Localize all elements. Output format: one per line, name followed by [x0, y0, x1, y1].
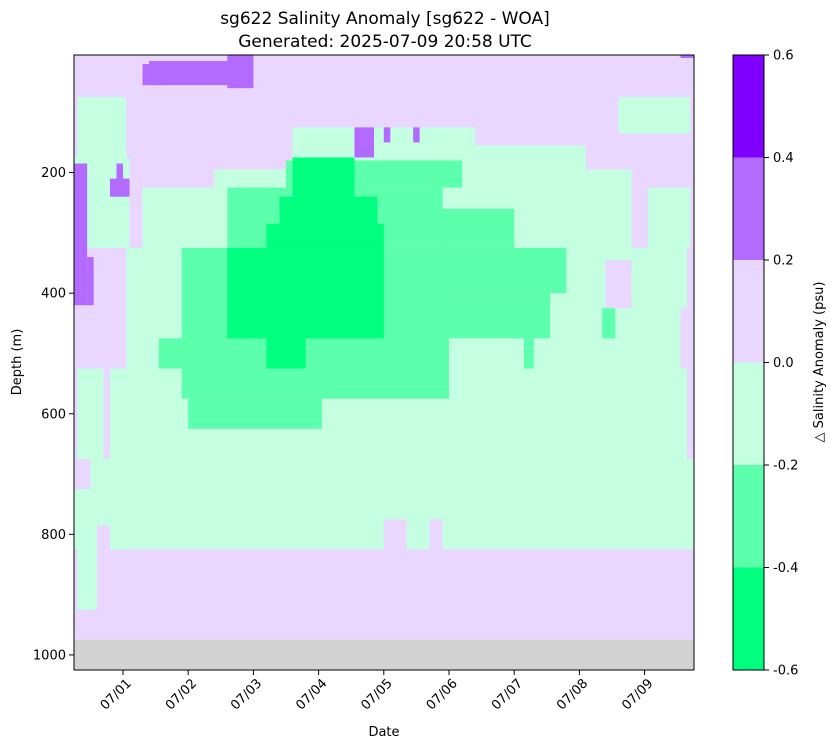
- colorbar-band: [733, 465, 764, 568]
- x-tick-label: 07/07: [489, 676, 526, 713]
- colorbar-band: [733, 362, 764, 465]
- anomaly-region: [96, 525, 110, 580]
- x-tick-label: 07/09: [619, 676, 656, 713]
- colorbar-band: [733, 567, 764, 670]
- colorbar-tick-label: 0.0: [773, 356, 794, 371]
- anomaly-region: [123, 549, 694, 640]
- anomaly-region: [677, 549, 694, 580]
- anomaly-region: [383, 127, 391, 143]
- x-tick-label: 07/02: [163, 676, 200, 713]
- y-axis-label: Depth (m): [10, 329, 25, 396]
- x-tick-label: 07/03: [228, 676, 265, 713]
- colorbar-band: [733, 260, 764, 363]
- anomaly-region: [266, 223, 384, 248]
- anomaly-region: [383, 519, 397, 550]
- anomaly-region: [279, 196, 378, 224]
- anomaly-region: [188, 398, 322, 429]
- anomaly-region: [266, 338, 306, 369]
- colorbar-tick-label: -0.6: [773, 664, 798, 679]
- anomaly-region: [396, 519, 407, 550]
- anomaly-region: [618, 97, 691, 134]
- x-tick-label: 07/04: [293, 676, 330, 713]
- anomaly-region: [77, 97, 127, 158]
- anomaly-region: [74, 458, 91, 490]
- x-tick-label: 07/05: [359, 676, 396, 713]
- x-tick-label: 07/06: [424, 676, 461, 713]
- y-tick-label: 200: [41, 166, 66, 181]
- anomaly-region: [227, 55, 254, 89]
- colorbar-band: [733, 157, 764, 260]
- x-tick-label: 07/01: [98, 676, 135, 713]
- anomaly-region: [109, 178, 130, 197]
- anomaly-region: [292, 157, 355, 197]
- anomaly-region: [442, 247, 567, 294]
- anomaly-region: [116, 163, 123, 179]
- anomaly-region: [602, 308, 616, 339]
- anomaly-region: [87, 256, 94, 306]
- chart-title: sg622 Salinity Anomaly [sg622 - WOA]: [220, 9, 550, 29]
- chart-subtitle: Generated: 2025-07-09 20:58 UTC: [238, 32, 532, 52]
- anomaly-region: [680, 55, 694, 59]
- anomaly-region: [413, 127, 420, 143]
- anomaly-region: [354, 127, 375, 158]
- y-axis-ticks: 200 400 600 800 1000: [33, 166, 74, 663]
- y-tick-label: 600: [41, 407, 66, 422]
- colorbar-tick-label: 0.2: [773, 254, 794, 269]
- x-axis-ticks: 07/01 07/02 07/03 07/04 07/05 07/06 07/07 07/08…: [98, 670, 656, 713]
- anomaly-region: [74, 163, 88, 306]
- anomaly-regions: [74, 55, 694, 640]
- no-data-band: [74, 639, 694, 670]
- colorbar-label: △ Salinity Anomaly (psu): [812, 282, 827, 443]
- anomaly-region: [605, 260, 632, 309]
- colorbar-tick-label: -0.2: [773, 459, 798, 474]
- anomaly-region: [429, 519, 443, 550]
- colorbar: -0.6 -0.4 -0.2 0.0 0.2 0.4 0.6: [732, 49, 798, 679]
- plot-area: [73, 54, 695, 671]
- anomaly-region: [523, 338, 534, 369]
- x-tick-label: 07/08: [554, 676, 591, 713]
- anomaly-region: [74, 609, 94, 640]
- y-tick-label: 1000: [33, 648, 66, 663]
- anomaly-region: [149, 61, 234, 86]
- anomaly-region: [96, 579, 123, 640]
- anomaly-region: [647, 187, 691, 248]
- anomaly-region: [109, 247, 127, 369]
- y-tick-label: 800: [41, 528, 66, 543]
- anomaly-region: [142, 64, 163, 86]
- colorbar-tick-label: 0.6: [773, 49, 794, 64]
- anomaly-region: [442, 208, 515, 248]
- colorbar-tick-label: -0.4: [773, 561, 798, 576]
- anomaly-region: [680, 308, 694, 369]
- anomaly-region: [227, 247, 384, 339]
- colorbar-band: [733, 55, 764, 158]
- y-tick-label: 400: [41, 287, 66, 302]
- anomaly-region: [442, 293, 551, 339]
- x-axis-label: Date: [368, 725, 399, 740]
- colorbar-tick-label: 0.4: [773, 151, 794, 166]
